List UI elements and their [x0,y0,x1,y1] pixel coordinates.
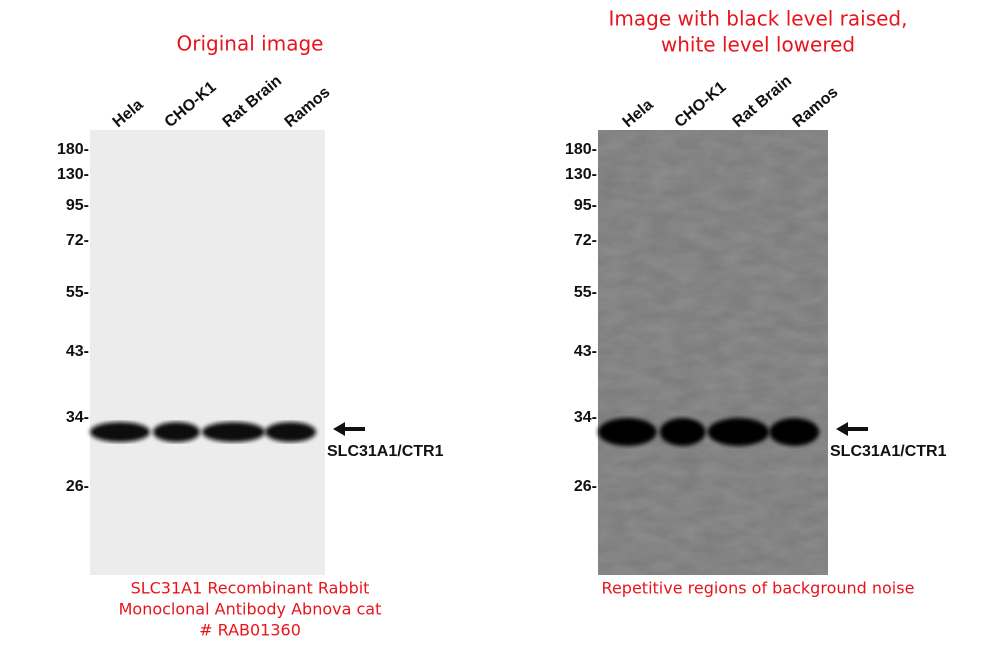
lane-label: CHO-K1 [672,79,730,132]
blot-noise [598,130,828,575]
band [265,422,316,442]
mw-marker: 180- [565,141,597,158]
band-label: SLC31A1/CTR1 [327,443,444,460]
arrow-head [333,422,345,436]
mw-marker: 55- [574,284,597,301]
mw-marker: 43- [66,343,89,360]
mw-marker: 180- [57,141,89,158]
mw-marker: 72- [66,232,89,249]
band [659,418,706,446]
caption: Repetitive regions of background noise [602,579,915,598]
lane-label: Hela [110,96,147,131]
band [769,418,820,446]
mw-marker: 26- [574,478,597,495]
mw-marker: 43- [574,343,597,360]
band [202,422,265,442]
panel-title: Original image [177,32,324,56]
lane-label: Ramos [282,84,334,131]
caption: SLC31A1 Recombinant Rabbit [131,579,370,598]
mw-marker: 95- [66,197,89,214]
mw-marker: 34- [574,409,597,426]
lane-label: CHO-K1 [162,79,220,132]
mw-marker: 95- [574,197,597,214]
arrow-head [836,422,848,436]
band-label: SLC31A1/CTR1 [830,443,947,460]
mw-marker: 34- [66,409,89,426]
caption: # RAB01360 [199,621,301,640]
mw-marker: 55- [66,284,89,301]
panel-title: Image with black level raised, [609,7,908,31]
mw-marker: 72- [574,232,597,249]
panel-title: white level lowered [661,33,855,57]
lane-label: Rat Brain [730,72,795,131]
band [598,418,657,446]
lane-label: Hela [620,96,657,131]
band [90,422,150,442]
mw-marker: 26- [66,478,89,495]
blot-original [90,130,325,575]
mw-marker: 130- [565,166,597,183]
lane-label: Ramos [790,84,842,131]
band [707,418,770,446]
lane-label: Rat Brain [220,72,285,131]
caption: Monoclonal Antibody Abnova cat [119,600,382,619]
mw-marker: 130- [57,166,89,183]
band [153,422,200,442]
